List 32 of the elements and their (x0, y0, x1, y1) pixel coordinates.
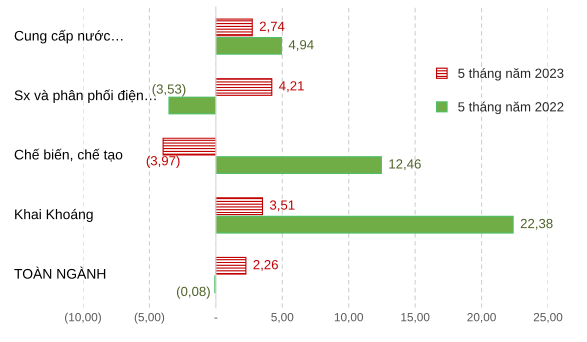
x-tick-label: (5,00) (134, 312, 164, 324)
legend-label: 5 tháng năm 2023 (458, 68, 564, 81)
y-tick-label: Cung cấp nước… (14, 30, 122, 44)
x-tick-label: 20,00 (467, 312, 496, 323)
data-label: 22,38 (520, 218, 553, 230)
data-label: 3,51 (270, 200, 294, 212)
bar (215, 156, 382, 174)
x-tick-label: 5,00 (271, 312, 294, 323)
data-label: 4,21 (279, 81, 304, 92)
x-tick-label: 25,00 (534, 312, 562, 323)
y-tick-label: TOÀN NGÀNH (14, 266, 106, 279)
bar (168, 96, 216, 114)
y-tick-label: Chế biến, chế tạo (14, 148, 122, 162)
x-tick-label: (10,00) (65, 312, 101, 324)
bar (215, 216, 514, 234)
x-tick-label: - (214, 318, 218, 319)
data-label: 2,74 (260, 22, 284, 32)
data-label: (0,08) (176, 286, 210, 299)
x-tick-label: 15,00 (401, 312, 430, 323)
bar (215, 78, 272, 96)
bar (162, 138, 216, 156)
data-label: 12,46 (389, 159, 421, 170)
data-label: (3,97) (146, 156, 180, 168)
y-tick-label: Khai Khoáng (15, 208, 93, 222)
data-label: 4,94 (288, 40, 314, 51)
legend-label: 5 tháng năm 2022 (458, 102, 564, 114)
data-label: 2,26 (253, 260, 278, 271)
bar (215, 256, 246, 275)
bar (215, 18, 253, 36)
bar (215, 197, 264, 216)
bar (215, 36, 282, 55)
x-tick-label: 10,00 (334, 312, 364, 323)
